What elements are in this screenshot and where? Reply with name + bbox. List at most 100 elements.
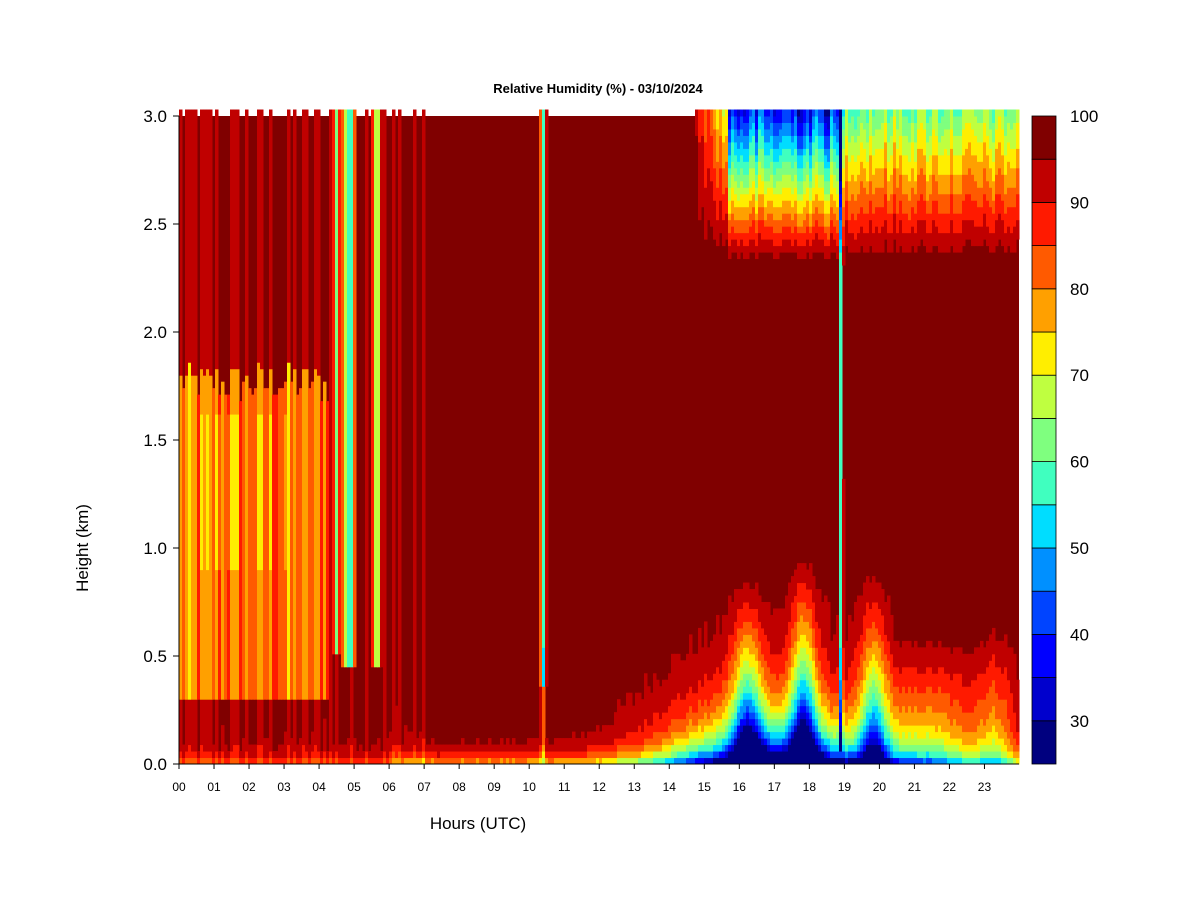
- heatmap-cell: [248, 679, 252, 687]
- heatmap-cell: [305, 219, 309, 227]
- heatmap-cell: [221, 530, 225, 538]
- heatmap-cell: [299, 602, 303, 609]
- heatmap-cell: [269, 284, 273, 292]
- heatmap-cell: [206, 206, 210, 214]
- heatmap-cell: [203, 673, 207, 681]
- heatmap-cell: [308, 614, 312, 622]
- heatmap-cell: [218, 686, 222, 694]
- heatmap-cell: [338, 329, 342, 337]
- heatmap-cell: [323, 634, 327, 642]
- heatmap-cell: [272, 401, 276, 409]
- heatmap-cell: [371, 621, 375, 629]
- heatmap-cell: [278, 751, 282, 759]
- heatmap-cell: [317, 576, 321, 584]
- heatmap-cell: [179, 440, 183, 447]
- heatmap-cell: [209, 485, 213, 493]
- heatmap-cell: [275, 602, 279, 609]
- heatmap-cell: [191, 725, 195, 733]
- heatmap-cell: [194, 368, 198, 376]
- heatmap-cell: [200, 381, 204, 389]
- heatmap-cell: [278, 582, 282, 590]
- heatmap-cell: [203, 608, 207, 616]
- heatmap-cell: [329, 705, 333, 713]
- heatmap-cell: [302, 381, 306, 389]
- heatmap-cell: [215, 336, 219, 344]
- heatmap-cell: [332, 375, 336, 383]
- heatmap-cell: [194, 478, 198, 486]
- heatmap-cell: [206, 627, 210, 635]
- heatmap-cell: [350, 174, 354, 182]
- heatmap-cell: [260, 751, 264, 759]
- heatmap-cell: [179, 381, 183, 389]
- heatmap-cell: [194, 537, 198, 545]
- heatmap-cell: [227, 550, 231, 558]
- heatmap-cell: [338, 381, 342, 389]
- heatmap-cell: [332, 550, 336, 558]
- heatmap-cell: [188, 375, 192, 383]
- heatmap-cell: [287, 362, 291, 370]
- heatmap-cell: [314, 109, 318, 117]
- heatmap-cell: [347, 336, 351, 344]
- heatmap-cell: [257, 303, 261, 311]
- heatmap-cell: [353, 141, 357, 149]
- heatmap-cell: [320, 569, 324, 577]
- heatmap-cell: [314, 511, 318, 519]
- heatmap-cell: [287, 569, 291, 577]
- heatmap-cell: [275, 556, 279, 564]
- heatmap-cell: [191, 239, 195, 247]
- heatmap-cell: [353, 180, 357, 188]
- heatmap-cell: [365, 472, 369, 480]
- heatmap-cell: [335, 452, 339, 460]
- heatmap-cell: [179, 459, 183, 467]
- heatmap-cell: [233, 122, 237, 130]
- heatmap-cell: [230, 712, 234, 720]
- heatmap-cell: [263, 517, 267, 525]
- heatmap-cell: [218, 608, 222, 616]
- heatmap-cell: [347, 485, 351, 493]
- heatmap-cell: [266, 427, 270, 435]
- heatmap-cell: [332, 440, 336, 447]
- heatmap-cell: [227, 517, 231, 525]
- heatmap-cell: [269, 647, 273, 655]
- heatmap-cell: [380, 141, 384, 149]
- heatmap-cell: [317, 193, 321, 201]
- heatmap-cell: [380, 634, 384, 642]
- heatmap-cell: [233, 589, 237, 597]
- heatmap-cell: [332, 517, 336, 525]
- heatmap-cell: [314, 316, 318, 324]
- heatmap-cell: [371, 284, 375, 292]
- heatmap-cell: [206, 310, 210, 318]
- heatmap-cell: [371, 128, 375, 136]
- heatmap-cell: [236, 524, 240, 532]
- heatmap-cell: [191, 284, 195, 292]
- heatmap-cell: [191, 530, 195, 538]
- heatmap-cell: [302, 744, 306, 752]
- heatmap-cell: [347, 161, 351, 169]
- heatmap-cell: [371, 751, 375, 759]
- heatmap-cell: [314, 589, 318, 597]
- heatmap-cell: [302, 543, 306, 551]
- heatmap-cell: [230, 420, 234, 428]
- heatmap-cell: [203, 239, 207, 247]
- heatmap-cell: [200, 342, 204, 350]
- heatmap-cell: [239, 472, 243, 480]
- heatmap-cell: [272, 634, 276, 642]
- heatmap-cell: [284, 504, 288, 512]
- heatmap-cell: [314, 569, 318, 577]
- heatmap-cell: [338, 252, 342, 260]
- heatmap-cell: [233, 109, 237, 117]
- heatmap-cell: [365, 407, 369, 415]
- heatmap-cell: [290, 491, 294, 499]
- heatmap-cell: [341, 647, 345, 655]
- heatmap-cell: [215, 116, 219, 123]
- heatmap-cell: [272, 640, 276, 648]
- heatmap-cell: [296, 414, 300, 422]
- heatmap-cell: [296, 621, 300, 629]
- heatmap-cell: [245, 368, 249, 376]
- heatmap-cell: [254, 751, 258, 759]
- heatmap-cell: [311, 498, 315, 506]
- heatmap-cell: [332, 122, 336, 130]
- heatmap-cell: [188, 245, 192, 253]
- heatmap-cell: [227, 543, 231, 551]
- heatmap-cell: [269, 640, 273, 648]
